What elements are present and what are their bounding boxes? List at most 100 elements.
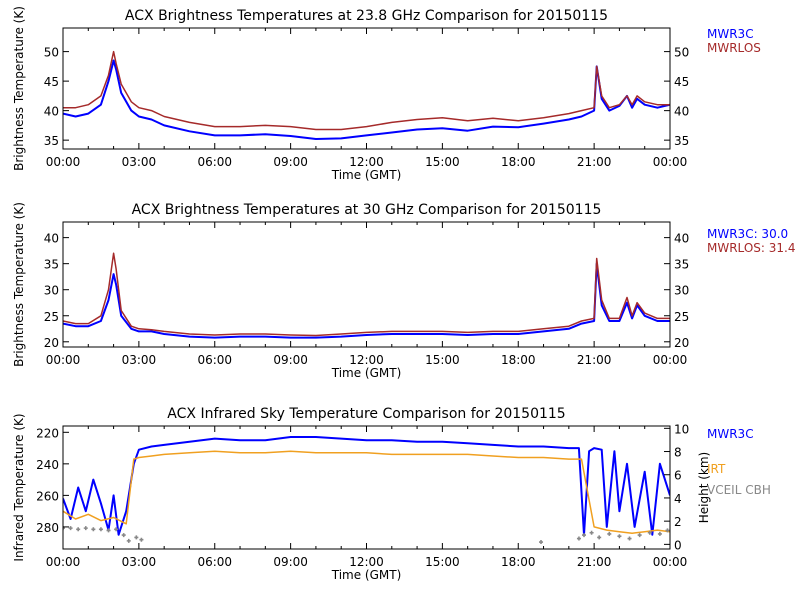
x-tick-label: 21:00 — [577, 555, 612, 569]
x-tick-label: 03:00 — [122, 353, 157, 367]
point-vceil-cbh — [139, 537, 144, 542]
legend-entry-mwrlos-31-4: MWRLOS: 31.4 — [707, 241, 795, 255]
x-tick-label: 21:00 — [577, 353, 612, 367]
y-right-tick-label: 40 — [674, 105, 689, 119]
legend-entry-irt: IRT — [707, 462, 726, 476]
y2-tick-label: 8 — [674, 446, 682, 460]
y-right-tick-label: 25 — [674, 310, 689, 324]
y-axis-label: Brightness Temperature (K) — [12, 202, 26, 367]
point-vceil-cbh — [617, 534, 622, 539]
x-tick-label: 15:00 — [425, 353, 460, 367]
y-right-tick-label: 35 — [674, 134, 689, 148]
x-tick-label: 15:00 — [425, 155, 460, 169]
legend-entry-vceil-cbh: VCEIL CBH — [707, 483, 771, 497]
y-right-tick-label: 50 — [674, 46, 689, 60]
point-vceil-cbh — [582, 533, 587, 538]
point-vceil-cbh — [597, 535, 602, 540]
x-axis-label: Time (GMT) — [331, 168, 402, 182]
series-line-irt — [63, 450, 670, 534]
y2-tick-label: 0 — [674, 538, 682, 552]
y-tick-label: 260 — [36, 489, 59, 503]
x-tick-label: 12:00 — [349, 353, 384, 367]
point-vceil-cbh — [114, 527, 119, 532]
x-tick-label: 06:00 — [197, 155, 232, 169]
chart-panel-1: ACX Brightness Temperatures at 23.8 GHz … — [12, 6, 761, 182]
y-tick-label: 280 — [36, 521, 59, 535]
series-group — [63, 436, 670, 545]
x-tick-label: 06:00 — [197, 353, 232, 367]
x-tick-label: 00:00 — [653, 155, 688, 169]
y-tick-label: 35 — [44, 134, 59, 148]
y-right-tick-label: 20 — [674, 336, 689, 350]
point-vceil-cbh — [627, 536, 632, 541]
point-vceil-cbh — [126, 538, 131, 543]
legend-entry-mwr3c: MWR3C — [707, 427, 754, 441]
point-vceil-cbh — [63, 526, 65, 531]
plot-frame — [62, 425, 671, 550]
x-tick-label: 12:00 — [349, 555, 384, 569]
series-group — [63, 50, 670, 140]
x-axis-label: Time (GMT) — [331, 366, 402, 380]
legend-entry-mwr3c-30-0: MWR3C: 30.0 — [707, 227, 788, 241]
y-right-tick-label: 30 — [674, 284, 689, 298]
y2-tick-label: 10 — [674, 422, 689, 436]
point-vceil-cbh — [576, 536, 581, 541]
point-vceil-cbh — [76, 527, 81, 532]
y-right-tick-label: 35 — [674, 258, 689, 272]
chart-title: ACX Brightness Temperatures at 30 GHz Co… — [132, 202, 602, 218]
legend-entry-mwr3c: MWR3C — [707, 27, 754, 41]
chart-title: ACX Brightness Temperatures at 23.8 GHz … — [125, 8, 608, 24]
x-tick-label: 09:00 — [273, 155, 308, 169]
series-line-mwr3c — [63, 436, 670, 536]
legend-entry-mwrlos: MWRLOS — [707, 41, 761, 55]
y-tick-label: 220 — [36, 426, 59, 440]
x-tick-label: 18:00 — [501, 155, 536, 169]
x-tick-label: 00:00 — [46, 155, 81, 169]
x-axis-label: Time (GMT) — [331, 568, 402, 582]
y-tick-label: 20 — [44, 336, 59, 350]
series-line-mwrlos-31-4 — [63, 252, 670, 337]
x-tick-label: 00:00 — [46, 555, 81, 569]
y-tick-label: 40 — [44, 105, 59, 119]
chart-title: ACX Infrared Sky Temperature Comparison … — [167, 406, 565, 422]
y-axis-label: Brightness Temperature (K) — [12, 6, 26, 171]
y2-tick-label: 2 — [674, 515, 682, 529]
x-tick-label: 21:00 — [577, 155, 612, 169]
y2-tick-label: 4 — [674, 492, 682, 506]
point-vceil-cbh — [637, 533, 642, 538]
x-tick-label: 15:00 — [425, 555, 460, 569]
y-tick-label: 40 — [44, 232, 59, 246]
point-vceil-cbh — [121, 533, 126, 538]
x-tick-label: 00:00 — [653, 555, 688, 569]
y-tick-label: 30 — [44, 284, 59, 298]
x-tick-label: 18:00 — [501, 555, 536, 569]
y-tick-label: 240 — [36, 458, 59, 472]
plot-frame — [62, 221, 671, 348]
y-tick-label: 25 — [44, 310, 59, 324]
point-vceil-cbh — [607, 531, 612, 536]
chart-panel-3: ACX Infrared Sky Temperature Comparison … — [12, 406, 771, 582]
series-line-mwrlos — [63, 50, 670, 131]
series-line-mwr3c-30-0 — [63, 262, 670, 339]
y2-tick-label: 6 — [674, 469, 682, 483]
point-vceil-cbh — [134, 535, 139, 540]
point-vceil-cbh — [657, 531, 662, 536]
x-tick-label: 09:00 — [273, 555, 308, 569]
x-tick-label: 18:00 — [501, 353, 536, 367]
y-tick-label: 50 — [44, 46, 59, 60]
point-vceil-cbh — [91, 527, 96, 532]
x-tick-label: 06:00 — [197, 555, 232, 569]
point-vceil-cbh — [539, 540, 544, 545]
point-vceil-cbh — [647, 530, 652, 535]
point-vceil-cbh — [68, 526, 73, 531]
x-tick-label: 00:00 — [653, 353, 688, 367]
x-tick-label: 03:00 — [122, 155, 157, 169]
point-vceil-cbh — [98, 527, 103, 532]
series-line-mwr3c — [63, 59, 670, 140]
point-vceil-cbh — [83, 526, 88, 531]
point-vceil-cbh — [106, 528, 111, 533]
y-tick-label: 45 — [44, 75, 59, 89]
y-axis-label: Infrared Temperature (K) — [12, 413, 26, 561]
y-right-tick-label: 40 — [674, 232, 689, 246]
